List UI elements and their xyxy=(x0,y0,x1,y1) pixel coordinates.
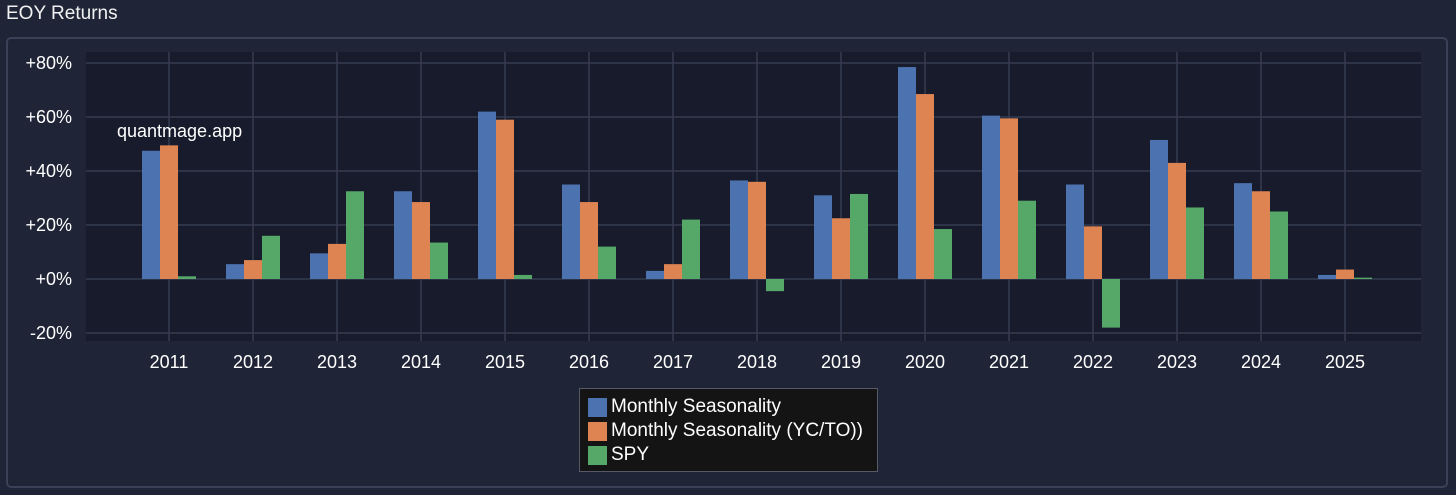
bar-monthly-seasonality-yc-to-2023[interactable] xyxy=(1168,162,1186,279)
x-tick-label: 2024 xyxy=(1241,352,1281,372)
x-tick-label: 2019 xyxy=(821,352,861,372)
bar-monthly-seasonality-2019[interactable] xyxy=(814,195,832,279)
bar-monthly-seasonality-2021[interactable] xyxy=(982,115,1000,280)
page-title: EOY Returns xyxy=(6,3,118,24)
bar-monthly-seasonality-2022[interactable] xyxy=(1066,184,1084,280)
bar-spy-2016[interactable] xyxy=(598,246,616,279)
bar-spy-2020[interactable] xyxy=(934,229,952,279)
x-tick-label: 2014 xyxy=(401,352,441,372)
bar-monthly-seasonality-2014[interactable] xyxy=(394,191,412,279)
bar-monthly-seasonality-2012[interactable] xyxy=(226,264,244,279)
bar-monthly-seasonality-yc-to-2015[interactable] xyxy=(496,119,514,279)
x-tick-label: 2025 xyxy=(1325,352,1365,372)
y-tick-label: +60% xyxy=(25,107,72,127)
legend-label: SPY xyxy=(611,444,650,465)
bar-monthly-seasonality-yc-to-2014[interactable] xyxy=(412,202,430,279)
bar-monthly-seasonality-yc-to-2024[interactable] xyxy=(1252,191,1270,279)
legend-item-monthly-seasonality-yc-to[interactable]: Monthly Seasonality (YC/TO)) xyxy=(588,419,869,443)
tick-labels: -20% +0% +20% +40% +60% +80% 2011 2012 2013 2014 2… xyxy=(25,53,1365,372)
x-tick-label: 2017 xyxy=(653,352,693,372)
y-tick-label: +0% xyxy=(35,269,72,289)
x-tick-label: 2015 xyxy=(485,352,525,372)
bar-monthly-seasonality-2016[interactable] xyxy=(562,184,580,280)
bar-spy-2015[interactable] xyxy=(514,274,532,279)
legend-label: Monthly Seasonality (YC/TO)) xyxy=(611,420,864,441)
watermark-text: quantmage.app xyxy=(117,121,242,141)
y-tick-label: -20% xyxy=(30,323,72,343)
bar-monthly-seasonality-2025[interactable] xyxy=(1318,274,1336,279)
legend-item-monthly-seasonality[interactable]: Monthly Seasonality xyxy=(588,395,869,419)
bar-spy-2021[interactable] xyxy=(1018,200,1036,279)
x-tick-label: 2016 xyxy=(569,352,609,372)
bar-monthly-seasonality-yc-to-2019[interactable] xyxy=(832,218,850,279)
legend-swatch-green xyxy=(588,445,607,465)
bar-spy-2013[interactable] xyxy=(346,191,364,279)
bar-monthly-seasonality-2013[interactable] xyxy=(310,253,328,279)
bar-monthly-seasonality-2023[interactable] xyxy=(1150,139,1168,279)
bar-monthly-seasonality-yc-to-2013[interactable] xyxy=(328,243,346,279)
bar-monthly-seasonality-yc-to-2020[interactable] xyxy=(916,94,934,279)
bar-spy-2018[interactable] xyxy=(766,279,784,292)
bar-spy-2022[interactable] xyxy=(1102,279,1120,328)
y-tick-label: +40% xyxy=(25,161,72,181)
chart-legend: Monthly Seasonality Monthly Seasonality … xyxy=(579,388,878,472)
y-tick-label: +20% xyxy=(25,215,72,235)
bar-monthly-seasonality-2018[interactable] xyxy=(730,180,748,279)
bar-monthly-seasonality-yc-to-2011[interactable] xyxy=(160,145,178,279)
legend-item-spy[interactable]: SPY xyxy=(588,443,869,467)
bar-monthly-seasonality-yc-to-2025[interactable] xyxy=(1336,269,1354,279)
legend-swatch-orange xyxy=(588,421,607,441)
x-tick-label: 2011 xyxy=(150,352,189,372)
bar-monthly-seasonality-yc-to-2022[interactable] xyxy=(1084,226,1102,279)
y-tick-label: +80% xyxy=(25,53,72,73)
x-tick-label: 2018 xyxy=(737,352,777,372)
x-tick-label: 2012 xyxy=(233,352,273,372)
bar-monthly-seasonality-2015[interactable] xyxy=(478,111,496,279)
bar-monthly-seasonality-yc-to-2012[interactable] xyxy=(244,260,262,279)
bar-spy-2019[interactable] xyxy=(850,193,868,279)
bar-spy-2011[interactable] xyxy=(178,276,196,279)
x-tick-label: 2023 xyxy=(1157,352,1197,372)
bar-monthly-seasonality-2020[interactable] xyxy=(898,67,916,279)
bar-spy-2025[interactable] xyxy=(1354,277,1372,279)
x-tick-label: 2021 xyxy=(989,352,1029,372)
legend-swatch-blue xyxy=(588,397,607,417)
bar-spy-2017[interactable] xyxy=(682,219,700,279)
x-tick-label: 2022 xyxy=(1073,352,1113,372)
bar-monthly-seasonality-2017[interactable] xyxy=(646,270,664,279)
bar-monthly-seasonality-yc-to-2021[interactable] xyxy=(1000,118,1018,279)
bar-spy-2014[interactable] xyxy=(430,242,448,279)
bars xyxy=(142,67,1372,328)
bar-spy-2012[interactable] xyxy=(262,235,280,279)
bar-spy-2023[interactable] xyxy=(1186,207,1204,279)
bar-monthly-seasonality-yc-to-2016[interactable] xyxy=(580,202,598,279)
bar-spy-2024[interactable] xyxy=(1270,211,1288,280)
bar-monthly-seasonality-2024[interactable] xyxy=(1234,183,1252,279)
legend-label: Monthly Seasonality xyxy=(611,396,782,417)
x-tick-label: 2020 xyxy=(905,352,945,372)
x-tick-label: 2013 xyxy=(317,352,357,372)
bar-monthly-seasonality-yc-to-2017[interactable] xyxy=(664,264,682,279)
bar-monthly-seasonality-2011[interactable] xyxy=(142,150,160,279)
bar-monthly-seasonality-yc-to-2018[interactable] xyxy=(748,181,766,279)
